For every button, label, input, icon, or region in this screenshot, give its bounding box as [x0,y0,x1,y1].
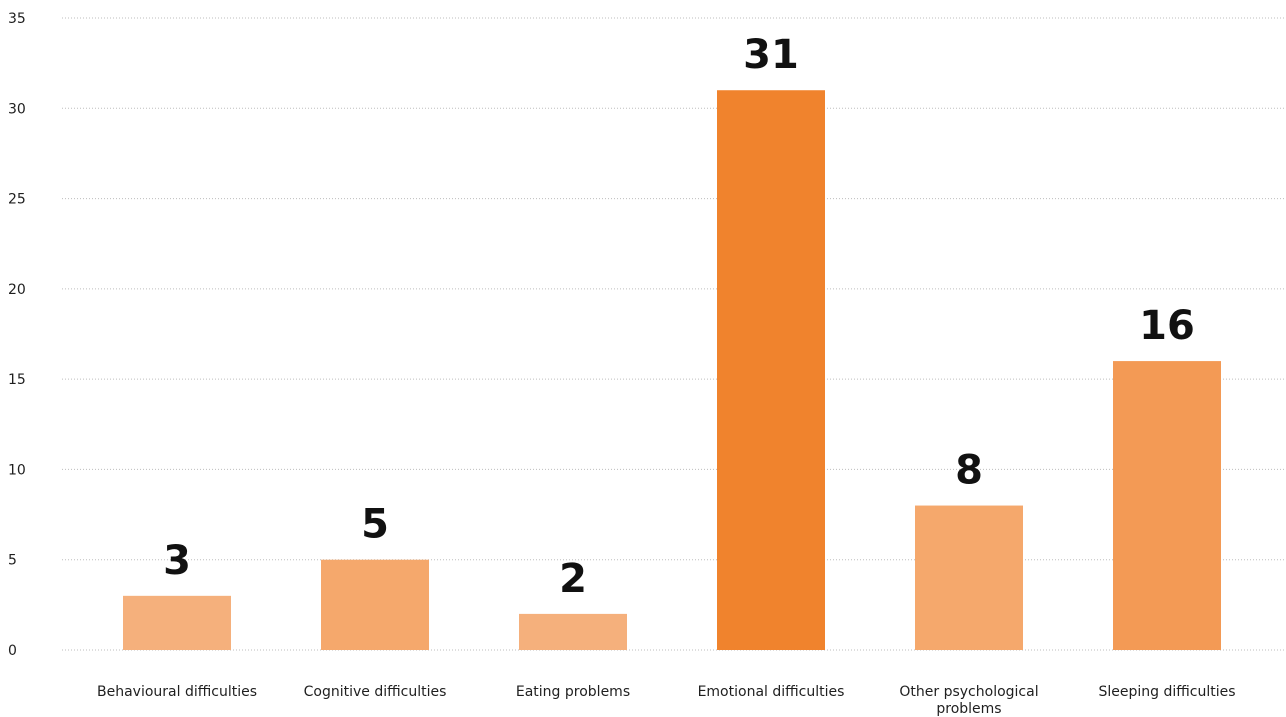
bar [717,90,825,650]
value-label: 8 [955,448,983,494]
category-label: Behavioural difficulties [97,684,257,700]
y-tick-label: 35 [8,11,26,27]
y-tick-label: 30 [8,101,26,117]
y-tick-label: 5 [8,553,17,569]
value-label: 5 [361,502,389,548]
y-tick-label: 0 [8,643,17,659]
y-tick-label: 10 [8,462,26,478]
category-labels: Behavioural difficulties Cognitive diffic… [97,684,1236,717]
value-label: 31 [743,32,799,78]
bar [321,559,429,650]
bars [123,90,1221,650]
category-label: Cognitive difficulties [304,684,447,700]
value-label: 3 [163,538,191,584]
category-label: Emotional difficulties [698,684,845,700]
value-labels: 3 5 2 31 8 16 [163,32,1195,602]
y-tick-label: 15 [8,372,26,388]
value-label: 2 [559,556,587,602]
y-tick-label: 20 [8,282,26,298]
y-tick-label: 25 [8,192,26,208]
category-label: Other psychological problems [899,684,1038,717]
category-label: Eating problems [516,684,630,700]
bar [123,595,231,650]
bar [915,505,1023,650]
y-axis-ticks: 0 5 10 15 20 25 30 35 [8,11,26,659]
bar [1113,361,1221,650]
gridlines [62,17,1286,651]
category-label: Sleeping difficulties [1098,684,1235,700]
value-label: 16 [1139,303,1195,349]
bar [519,613,627,650]
